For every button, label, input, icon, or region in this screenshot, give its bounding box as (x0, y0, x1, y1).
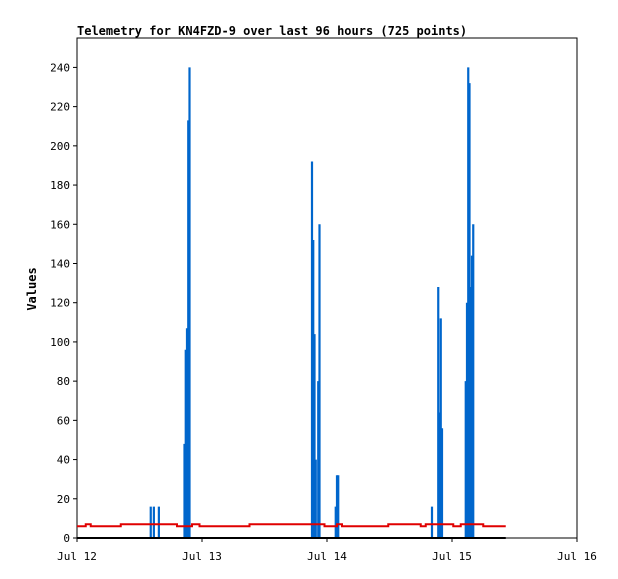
y-tick-label: 40 (57, 454, 70, 467)
y-tick-label: 240 (50, 61, 70, 74)
y-tick-label: 120 (50, 297, 70, 310)
y-tick-label: 220 (50, 101, 70, 114)
series-1 (77, 523, 506, 528)
y-tick-label: 20 (57, 493, 70, 506)
y-tick-label: 140 (50, 257, 70, 270)
y-tick-label: 80 (57, 375, 70, 388)
y-tick-label: 60 (57, 414, 70, 427)
y-tick-label: 200 (50, 140, 70, 153)
series-line (77, 523, 506, 528)
y-tick-label: 0 (63, 532, 70, 545)
x-tick-label: Jul 12 (57, 550, 97, 563)
y-axis-label: Values (25, 267, 39, 310)
x-tick-label: Jul 16 (557, 550, 597, 563)
chart-title: Telemetry for KN4FZD-9 over last 96 hour… (77, 24, 467, 38)
x-tick-label: Jul 13 (182, 550, 222, 563)
x-tick-label: Jul 15 (432, 550, 472, 563)
x-tick-label: Jul 14 (307, 550, 347, 563)
y-tick-label: 160 (50, 218, 70, 231)
series-layer (77, 67, 506, 539)
y-tick-label: 100 (50, 336, 70, 349)
y-tick-label: 180 (50, 179, 70, 192)
axes-layer: 0 20 40 60 80 100 120 140 160 180 200 220 240 Jul 12 J… (50, 61, 597, 563)
plot-area (76, 37, 578, 539)
